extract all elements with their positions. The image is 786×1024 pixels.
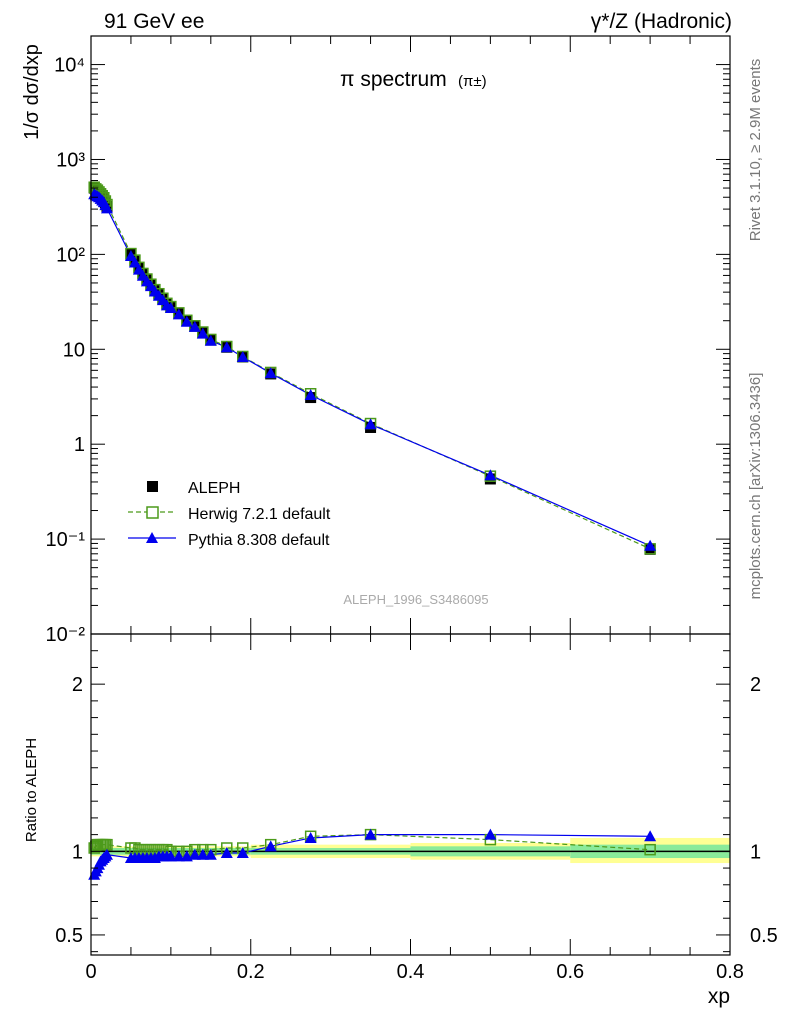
- ratio-marker-s1-22: [188, 848, 201, 860]
- legend-label-pythia: Pythia 8.308 default: [188, 532, 330, 549]
- main-marker-s2-19: [164, 302, 177, 314]
- main-marker-s2-29: [364, 418, 377, 430]
- main-ytick-label: 10³: [56, 149, 85, 171]
- ratio-ytick-label-right: 2: [750, 674, 761, 696]
- ratio-ytick-label: 2: [72, 674, 83, 696]
- ratio-marker-s1-26: [236, 847, 249, 859]
- main-marker-s2-21: [180, 315, 193, 327]
- reference-label: ALEPH_1996_S3486095: [343, 592, 488, 607]
- x-tick-label: 0: [85, 961, 96, 983]
- ratio-frame: [90, 633, 731, 956]
- legend-marker-aleph: [147, 481, 158, 492]
- ratio-ytick-label-right: 0.5: [750, 925, 778, 947]
- header-left: 91 GeV ee: [104, 10, 204, 33]
- ratio-marker-s1-8: [100, 848, 113, 860]
- ratio-ytick-label: 0.5: [55, 925, 83, 947]
- ratio-marker-s1-20: [172, 850, 185, 862]
- ratio-marker-s1-19: [164, 850, 177, 862]
- main-marker-s2-9: [124, 250, 137, 262]
- main-line-2: [93, 193, 651, 547]
- x-tick-label: 0.4: [397, 961, 425, 983]
- legend-marker-herwig: [146, 506, 159, 519]
- main-frame: [90, 35, 731, 635]
- x-tick-label: 0.2: [237, 961, 265, 983]
- main-marker-s2-25: [220, 341, 233, 353]
- ratio-ytick-label-right: 1: [750, 841, 761, 863]
- main-ylabel: 1/σ dσ/dxp: [21, 44, 43, 140]
- main-marker-s2-23: [196, 327, 209, 339]
- main-marker-s2-28: [304, 388, 317, 400]
- x-axis-label: xp: [708, 985, 730, 1008]
- main-marker-s2-31: [644, 539, 657, 551]
- main-marker-s2-22: [188, 320, 201, 332]
- ratio-ylabel: Ratio to ALEPH: [23, 738, 40, 842]
- main-marker-s2-10: [128, 256, 141, 268]
- title-main: π spectrum: [340, 68, 447, 91]
- main-marker-s2-30: [484, 469, 497, 481]
- ratio-ytick-label: 1: [72, 841, 83, 863]
- main-ytick-label: 10⁴: [54, 55, 85, 77]
- main-ytick-label: 10²: [56, 244, 85, 266]
- ratio-marker-s1-25: [220, 847, 233, 859]
- ratio-marker-s0-31: [644, 843, 656, 856]
- main-marker-s2-27: [264, 367, 277, 379]
- side-label-rivet: Rivet 3.1.10, ≥ 2.9M events: [747, 59, 764, 242]
- legend-item-herwig: Herwig 7.2.1 default: [128, 506, 331, 523]
- main-marker-s2-8: [100, 202, 113, 214]
- ratio-marker-s1-24: [204, 848, 217, 860]
- main-ytick-label: 10: [63, 339, 85, 361]
- legend: ALEPH Herwig 7.2.1 default Pythia 8.308 …: [128, 480, 331, 549]
- main-marker-s2-24: [204, 334, 217, 346]
- main-ytick-label: 1: [74, 434, 85, 456]
- svg-text:Ratio to ALEPH: Ratio to ALEPH: [23, 738, 40, 842]
- legend-item-aleph: ALEPH: [147, 480, 240, 497]
- ratio-marker-s1-29: [364, 828, 377, 840]
- header-right: γ*/Z (Hadronic): [591, 10, 732, 33]
- legend-item-pythia: Pythia 8.308 default: [128, 532, 330, 549]
- ratio-marker-s1-23: [196, 848, 209, 860]
- side-label-mcplots: mcplots.cern.ch [arXiv:1306.3436]: [747, 373, 764, 600]
- x-tick-label: 0.6: [556, 961, 584, 983]
- main-line-1: [93, 186, 651, 550]
- svg-text:1/σ dσ/dxp: 1/σ dσ/dxp: [21, 44, 43, 140]
- ratio-marker-s1-30: [484, 828, 497, 840]
- title-sub: (π±): [458, 73, 487, 90]
- legend-label-aleph: ALEPH: [188, 480, 240, 497]
- ratio-marker-s1-28: [304, 831, 317, 843]
- main-ytick-label: 10⁻²: [46, 624, 86, 646]
- plot-title: π spectrum (π±): [340, 68, 487, 91]
- x-tick-label: 0.8: [716, 961, 744, 983]
- main-ytick-label: 10⁻¹: [46, 529, 86, 551]
- main-marker-s2-26: [236, 350, 249, 362]
- legend-label-herwig: Herwig 7.2.1 default: [188, 506, 331, 523]
- main-marker-s2-20: [172, 308, 185, 320]
- legend-marker-pythia: [146, 532, 158, 543]
- ratio-marker-s1-31: [644, 830, 657, 842]
- ratio-marker-s1-27: [264, 840, 277, 852]
